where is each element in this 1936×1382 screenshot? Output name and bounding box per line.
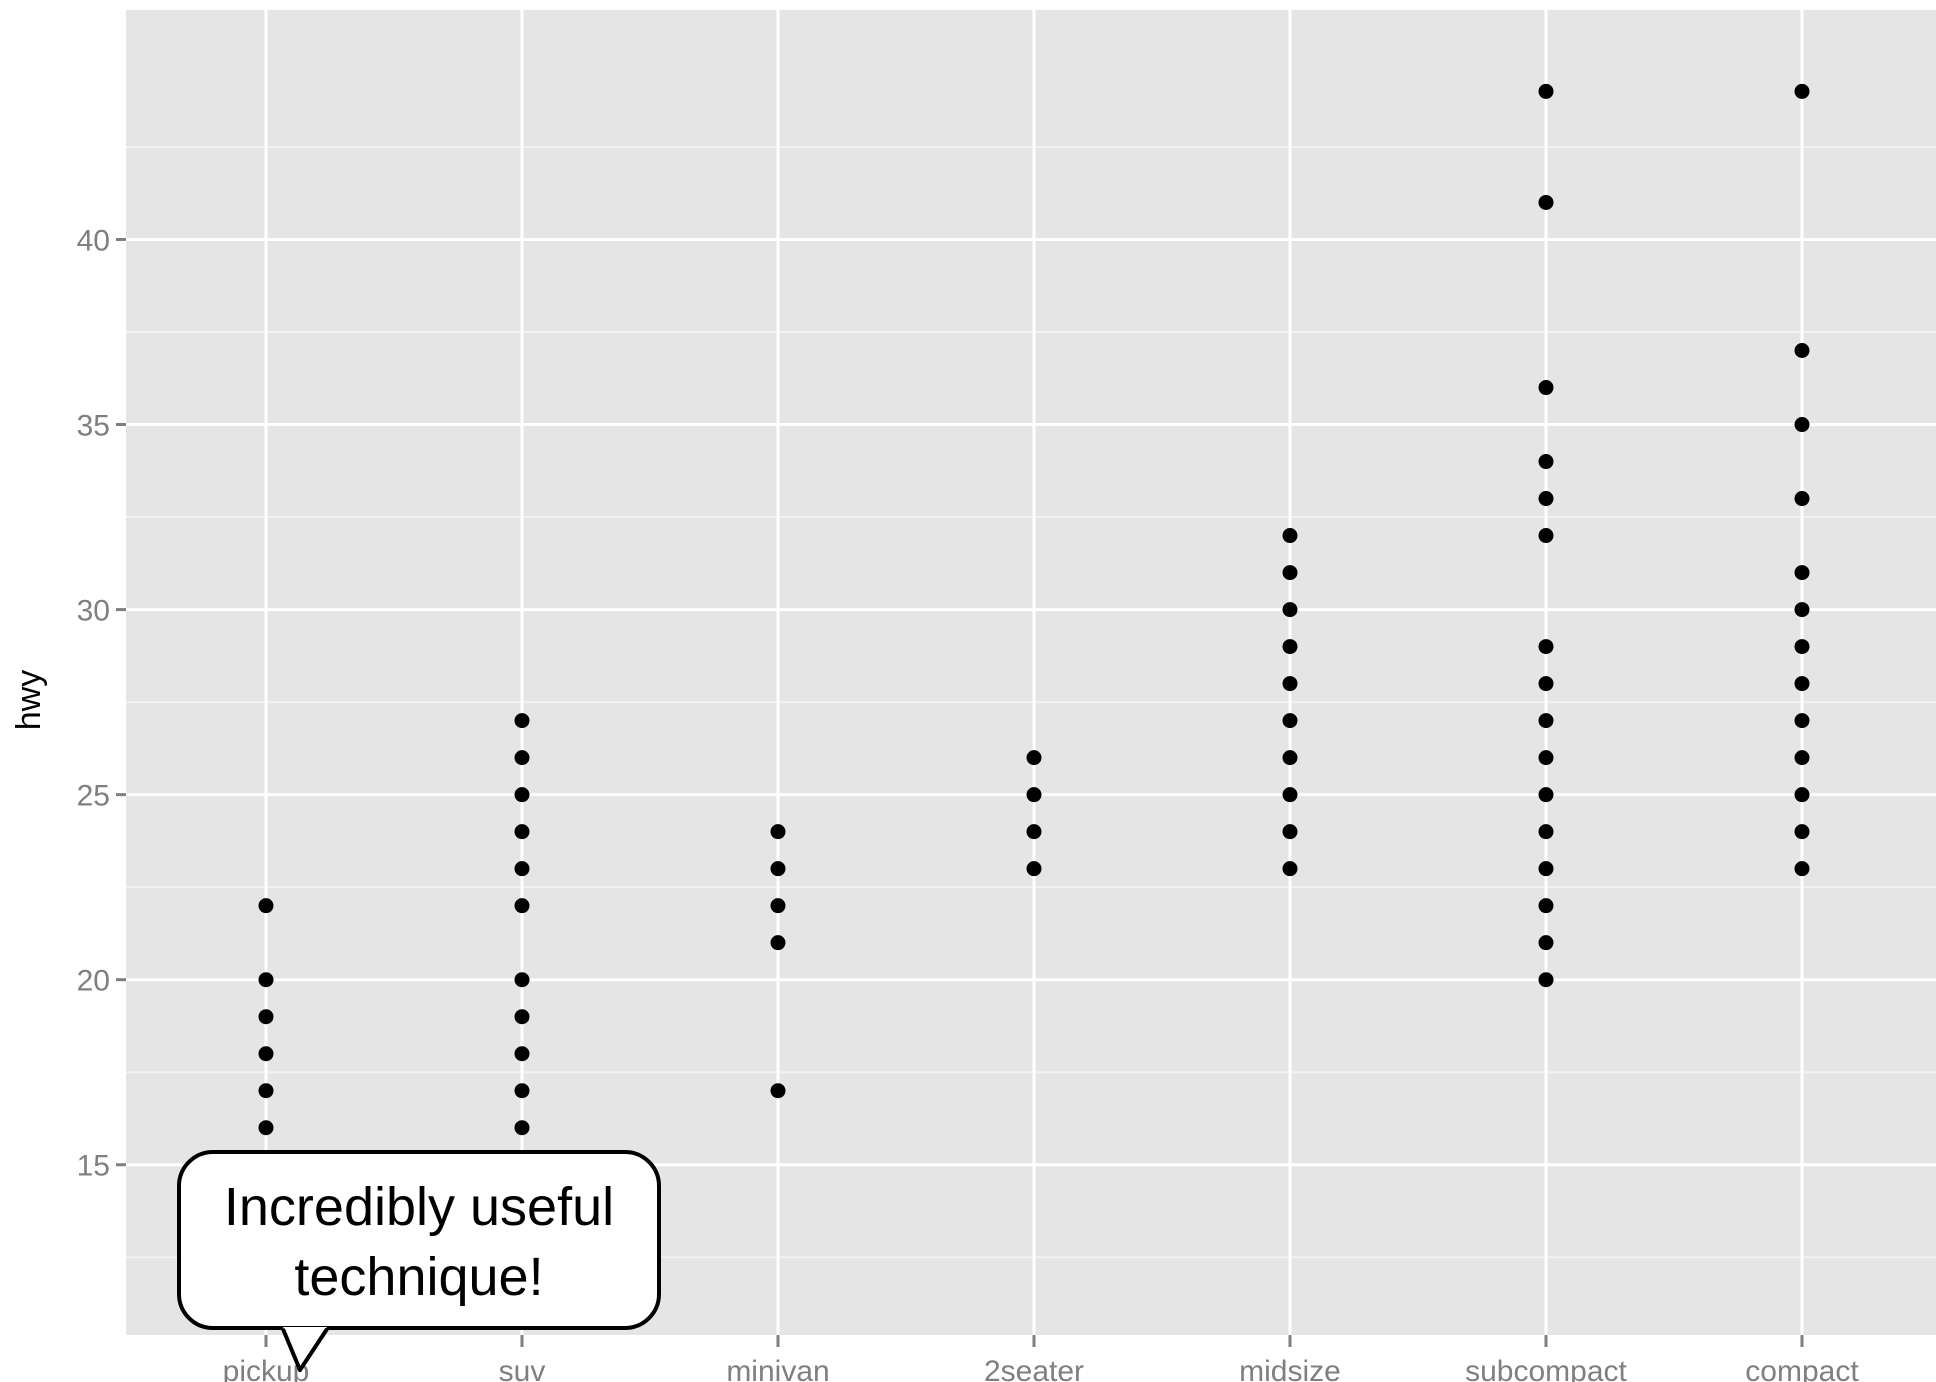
- plot-panel: [126, 10, 1936, 1335]
- point-compact: [1794, 713, 1810, 729]
- point-2seater: [1026, 824, 1042, 840]
- point-subcompact: [1538, 639, 1554, 655]
- y-tick-label: 40: [77, 224, 110, 257]
- point-midsize: [1282, 861, 1298, 877]
- point-suv: [514, 1083, 530, 1099]
- point-pickup: [258, 898, 274, 914]
- point-pickup: [258, 1009, 274, 1025]
- point-midsize: [1282, 787, 1298, 803]
- point-subcompact: [1538, 898, 1554, 914]
- point-compact: [1794, 750, 1810, 766]
- point-compact: [1794, 787, 1810, 803]
- axes: 15 20 25 30 35 40 pickup suv minivan 2seater midsi…: [77, 224, 1860, 1382]
- x-tick-label-2seater: 2seater: [984, 1355, 1084, 1382]
- point-suv: [514, 1009, 530, 1025]
- point-suv: [514, 861, 530, 877]
- point-midsize: [1282, 713, 1298, 729]
- point-compact: [1794, 565, 1810, 581]
- y-tick-label: 15: [77, 1150, 110, 1183]
- point-pickup: [258, 1120, 274, 1136]
- point-subcompact: [1538, 787, 1554, 803]
- point-subcompact: [1538, 676, 1554, 692]
- point-subcompact: [1538, 750, 1554, 766]
- x-tick-label-minivan: minivan: [726, 1355, 829, 1382]
- point-subcompact: [1538, 83, 1554, 99]
- point-midsize: [1282, 639, 1298, 655]
- point-midsize: [1282, 565, 1298, 581]
- point-subcompact: [1538, 491, 1554, 507]
- point-midsize: [1282, 824, 1298, 840]
- point-suv: [514, 713, 530, 729]
- x-tick-label-subcompact: subcompact: [1465, 1355, 1627, 1382]
- point-compact: [1794, 861, 1810, 877]
- point-subcompact: [1538, 454, 1554, 470]
- point-suv: [514, 1046, 530, 1062]
- y-tick-label: 20: [77, 965, 110, 998]
- point-suv: [514, 1120, 530, 1136]
- point-subcompact: [1538, 972, 1554, 988]
- point-subcompact: [1538, 528, 1554, 544]
- point-pickup: [258, 1046, 274, 1062]
- point-pickup: [258, 972, 274, 988]
- point-suv: [514, 824, 530, 840]
- y-tick-label: 35: [77, 410, 110, 443]
- point-minivan: [770, 935, 786, 951]
- point-midsize: [1282, 750, 1298, 766]
- point-subcompact: [1538, 861, 1554, 877]
- annotation-line-2: technique!: [294, 1247, 544, 1307]
- point-compact: [1794, 824, 1810, 840]
- point-subcompact: [1538, 380, 1554, 396]
- point-compact: [1794, 417, 1810, 433]
- point-compact: [1794, 602, 1810, 618]
- point-subcompact: [1538, 935, 1554, 951]
- point-compact: [1794, 676, 1810, 692]
- point-suv: [514, 787, 530, 803]
- y-axis-title: hwy: [10, 670, 48, 730]
- x-tick-label-suv: suv: [499, 1355, 546, 1382]
- point-midsize: [1282, 528, 1298, 544]
- point-minivan: [770, 1083, 786, 1099]
- point-2seater: [1026, 750, 1042, 766]
- annotation-callout: Incredibly useful technique!: [177, 1150, 661, 1330]
- point-suv: [514, 972, 530, 988]
- point-suv: [514, 750, 530, 766]
- point-midsize: [1282, 676, 1298, 692]
- point-midsize: [1282, 602, 1298, 618]
- point-minivan: [770, 898, 786, 914]
- y-tick-label: 25: [77, 780, 110, 813]
- annotation-line-1: Incredibly useful: [223, 1177, 615, 1237]
- point-2seater: [1026, 787, 1042, 803]
- x-tick-label-compact: compact: [1745, 1355, 1859, 1382]
- point-suv: [514, 898, 530, 914]
- x-tick-label-midsize: midsize: [1239, 1355, 1341, 1382]
- point-subcompact: [1538, 713, 1554, 729]
- point-compact: [1794, 83, 1810, 99]
- point-compact: [1794, 491, 1810, 507]
- point-minivan: [770, 824, 786, 840]
- point-minivan: [770, 861, 786, 877]
- point-subcompact: [1538, 824, 1554, 840]
- point-2seater: [1026, 861, 1042, 877]
- y-tick-label: 30: [77, 595, 110, 628]
- point-compact: [1794, 639, 1810, 655]
- point-compact: [1794, 343, 1810, 359]
- point-subcompact: [1538, 194, 1554, 210]
- x-tick-label-pickup: pickup: [223, 1355, 310, 1382]
- point-pickup: [258, 1083, 274, 1099]
